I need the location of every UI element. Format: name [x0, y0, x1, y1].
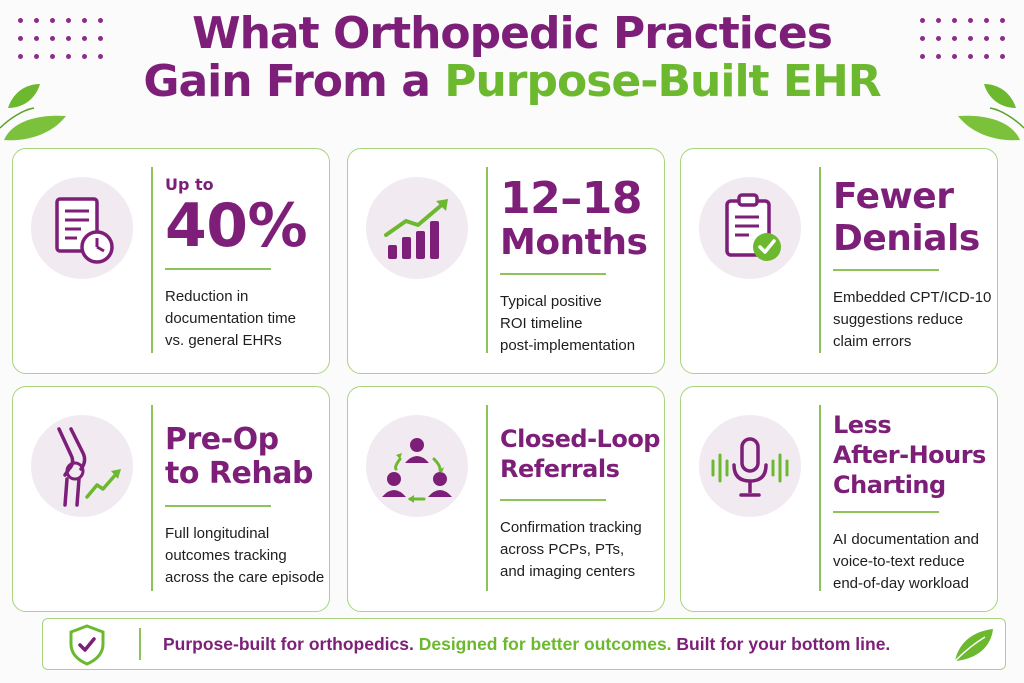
stat-value-line-1: Pre-Op [165, 422, 279, 457]
stat-card-less-after-hours-charting: Less After-Hours Charting AI documentati… [680, 386, 998, 612]
tagline-part-3: Built for your bottom line. [676, 634, 891, 654]
card-content: Less After-Hours Charting AI documentati… [833, 405, 993, 594]
stat-card-roi-timeline: 12–18 Months Typical positive ROI timeli… [347, 148, 665, 374]
tagline-part-2: Designed for better outcomes. [418, 634, 672, 654]
leaf-decoration-right-icon [958, 84, 1024, 141]
card-rule [833, 511, 939, 513]
stat-value-line-1: Fewer [833, 176, 954, 217]
icon-circle [31, 177, 133, 279]
desc-line: across PCPs, PTs, [500, 540, 625, 558]
tagline-text: Purpose-built for orthopedics. Designed … [163, 634, 890, 655]
stat-description: Typical positive ROI timeline post-imple… [500, 291, 660, 356]
card-content: Pre-Op to Rehab Full longitudinal outcom… [165, 405, 325, 588]
card-rule [165, 268, 271, 270]
card-content: Closed-Loop Referrals Confirmation track… [500, 405, 660, 582]
microphone-icon [711, 437, 789, 497]
desc-line: Embedded CPT/ICD-10 [833, 289, 992, 306]
desc-line: post-implementation [500, 336, 636, 354]
stat-value-line-3: Charting [833, 471, 946, 499]
desc-line: documentation time [165, 309, 296, 327]
desc-line: claim errors [833, 332, 912, 350]
desc-line: and imaging centers [500, 562, 636, 580]
card-divider [486, 405, 488, 591]
desc-line: vs. general EHRs [165, 331, 282, 349]
tagline-part-1: Purpose-built for orthopedics. [163, 634, 414, 654]
card-content: Up to 40% Reduction in documentation tim… [165, 167, 325, 351]
icon-circle [699, 177, 801, 279]
leaf-decoration-left-icon [0, 84, 66, 141]
tagline-banner: Purpose-built for orthopedics. Designed … [42, 618, 1006, 670]
stat-card-pre-op-to-rehab: Pre-Op to Rehab Full longitudinal outcom… [12, 386, 330, 612]
stat-description: Reduction in documentation time vs. gene… [165, 286, 325, 351]
card-content: Fewer Denials Embedded CPT/ICD-10 sugges… [833, 167, 993, 352]
stat-value-line-1: Closed-Loop [500, 425, 660, 453]
card-divider [819, 405, 821, 591]
card-rule [500, 499, 606, 501]
title-line-2: Gain From a Purpose-Built EHR [130, 55, 894, 107]
stat-value-line-2: Referrals [500, 455, 620, 483]
growth-chart-icon [384, 199, 448, 259]
stat-card-closed-loop-referrals: Closed-Loop Referrals Confirmation track… [347, 386, 665, 612]
stat-card-fewer-denials: Fewer Denials Embedded CPT/ICD-10 sugges… [680, 148, 998, 374]
knee-trend-icon [57, 427, 121, 507]
stat-description: AI documentation and voice-to-text reduc… [833, 529, 993, 594]
page-title: What Orthopedic Practices Gain From a Pu… [130, 10, 894, 105]
icon-circle [366, 177, 468, 279]
leaf-icon [954, 629, 993, 662]
desc-line: ROI timeline [500, 314, 583, 332]
stat-value: 40% [165, 191, 308, 261]
desc-line: end-of-day workload [833, 574, 969, 592]
desc-line: across the care episode [165, 568, 325, 586]
card-divider [486, 167, 488, 353]
stat-value-line-1: Less [833, 411, 892, 439]
stat-value-line-1: 12–18 [500, 173, 642, 224]
title-line-2-accent: Purpose-Built EHR [444, 55, 881, 107]
desc-line: Typical positive [500, 293, 602, 310]
desc-line: Full longitudinal [165, 525, 270, 542]
banner-divider [139, 628, 141, 660]
desc-line: voice-to-text reduce [833, 552, 965, 570]
decorative-dots-left [18, 18, 104, 60]
card-content: 12–18 Months Typical positive ROI timeli… [500, 167, 660, 356]
referral-loop-icon [382, 438, 452, 503]
stat-value-line-2: Months [500, 222, 648, 263]
card-rule [500, 273, 606, 275]
stat-value-line-2: After-Hours [833, 441, 986, 469]
title-line-2-prefix: Gain From a [143, 55, 445, 107]
desc-line: Reduction in [165, 288, 249, 305]
stat-kicker: Up to [165, 175, 214, 194]
title-line-1: What Orthopedic Practices [192, 8, 833, 59]
document-clock-icon [55, 197, 114, 264]
clipboard-check-icon [725, 193, 781, 261]
stat-description: Embedded CPT/ICD-10 suggestions reduce c… [833, 287, 993, 352]
desc-line: suggestions reduce [833, 310, 964, 328]
stat-description: Full longitudinal outcomes tracking acro… [165, 523, 325, 588]
icon-circle [31, 415, 133, 517]
desc-line: outcomes tracking [165, 546, 287, 564]
stat-value-line-2: to Rehab [165, 456, 313, 491]
decorative-dots-right [920, 18, 1006, 60]
shield-check-icon [69, 624, 105, 666]
card-divider [151, 405, 153, 591]
card-divider [819, 167, 821, 353]
desc-line: Confirmation tracking [500, 519, 642, 536]
card-divider [151, 167, 153, 353]
stat-card-documentation-time: Up to 40% Reduction in documentation tim… [12, 148, 330, 374]
desc-line: AI documentation and [833, 531, 979, 548]
stat-description: Confirmation tracking across PCPs, PTs, … [500, 517, 660, 582]
stat-value-line-2: Denials [833, 218, 980, 259]
icon-circle [366, 415, 468, 517]
card-rule [165, 505, 271, 507]
icon-circle [699, 415, 801, 517]
card-rule [833, 269, 939, 271]
